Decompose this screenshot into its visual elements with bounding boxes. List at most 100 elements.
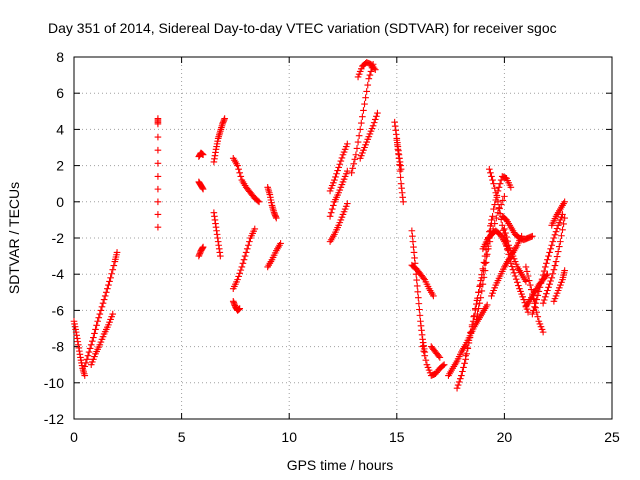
data-point — [454, 381, 462, 389]
data-point — [502, 229, 509, 237]
data-point — [351, 155, 359, 163]
series-arc-23 — [408, 227, 429, 356]
series-arc-4 — [154, 115, 162, 231]
data-point — [154, 198, 162, 206]
data-point — [92, 326, 99, 333]
data-point — [199, 151, 207, 159]
data-point — [529, 310, 536, 318]
data-point — [240, 256, 248, 264]
data-point — [477, 294, 485, 302]
data-point — [507, 184, 515, 191]
data-point — [236, 305, 244, 312]
series-arc-24 — [419, 343, 448, 379]
data-point — [453, 384, 461, 392]
data-point — [413, 276, 421, 284]
data-point — [365, 75, 373, 83]
data-point — [370, 119, 378, 126]
data-point — [255, 198, 263, 206]
data-point — [154, 173, 162, 180]
data-point — [546, 249, 553, 256]
data-point — [552, 228, 560, 235]
data-point — [546, 280, 553, 288]
data-point — [553, 253, 561, 260]
data-point — [352, 151, 360, 159]
data-point — [550, 234, 558, 242]
data-point — [154, 160, 162, 167]
data-point — [369, 122, 377, 130]
data-point — [536, 284, 544, 291]
data-point — [99, 299, 107, 307]
series-arc-33 — [479, 227, 513, 254]
data-point — [93, 322, 100, 329]
data-point — [396, 167, 404, 175]
data-point — [539, 299, 547, 307]
data-point — [338, 154, 346, 162]
data-point — [532, 299, 539, 307]
y-tick-label: 0 — [56, 194, 64, 210]
data-point — [109, 266, 117, 273]
data-point — [110, 262, 118, 269]
data-point — [354, 138, 362, 146]
data-point — [512, 275, 520, 283]
x-tick-label: 25 — [604, 429, 620, 445]
data-point — [336, 160, 344, 168]
data-point — [489, 176, 496, 184]
data-point — [360, 107, 367, 114]
data-point — [154, 133, 162, 141]
data-point — [480, 274, 488, 281]
series-arc-35 — [498, 212, 536, 244]
data-point — [478, 287, 486, 295]
data-point — [530, 307, 537, 314]
data-point — [105, 281, 112, 289]
data-point — [524, 272, 532, 280]
data-point — [481, 260, 489, 267]
data-point — [355, 132, 363, 140]
data-point — [490, 205, 497, 213]
data-point — [246, 238, 253, 245]
y-tick-label: -12 — [44, 411, 64, 427]
series-arc-39 — [539, 214, 568, 307]
data-point — [488, 220, 495, 227]
y-tick-label: 2 — [56, 158, 64, 174]
data-point — [533, 296, 540, 303]
data-point — [235, 273, 242, 280]
data-point — [236, 169, 244, 177]
data-point — [234, 162, 241, 169]
data-point — [529, 232, 536, 240]
series-arc-9 — [210, 209, 224, 260]
data-point — [95, 314, 103, 321]
data-point — [547, 277, 554, 285]
data-point — [514, 279, 521, 286]
x-axis-label: GPS time / hours — [287, 457, 394, 473]
data-point — [535, 288, 543, 295]
data-point — [482, 259, 490, 266]
data-point — [367, 68, 375, 75]
data-point — [154, 146, 162, 154]
data-point — [440, 361, 448, 368]
data-point — [481, 267, 489, 274]
data-point — [483, 250, 491, 258]
series-arc-19 — [354, 59, 379, 81]
series-arc-1 — [70, 317, 89, 379]
data-point — [420, 347, 427, 355]
data-point — [251, 225, 259, 233]
data-point — [435, 352, 443, 360]
data-point — [525, 277, 533, 284]
data-point — [555, 243, 563, 250]
x-tick-label: 0 — [70, 429, 78, 445]
data-point — [245, 241, 252, 249]
series-arc-11 — [229, 225, 259, 292]
data-point — [534, 292, 542, 299]
data-point — [554, 248, 562, 255]
data-point — [357, 119, 365, 127]
data-point — [430, 292, 437, 300]
data-point — [538, 275, 546, 283]
data-point — [524, 308, 532, 316]
data-point — [537, 279, 545, 287]
data-point — [238, 263, 246, 271]
y-tick-label: -6 — [52, 302, 65, 318]
data-point — [552, 258, 560, 265]
data-point — [523, 268, 531, 275]
data-point — [501, 225, 508, 233]
data-point — [455, 378, 463, 386]
